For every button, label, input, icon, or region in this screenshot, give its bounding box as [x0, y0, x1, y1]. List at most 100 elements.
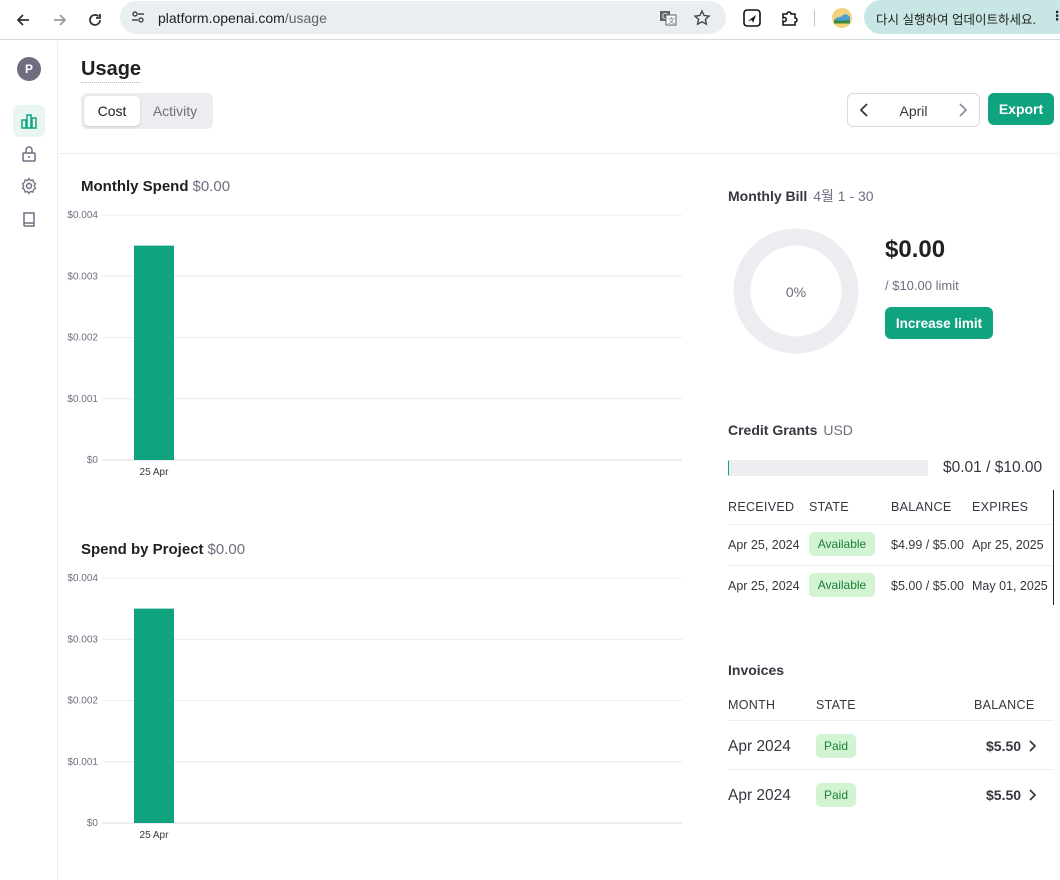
tab-cost[interactable]: Cost [84, 96, 140, 126]
page-title: Usage [81, 58, 142, 83]
credit-grants-title: Credit Grants USD [728, 422, 853, 438]
credit-col-state: STATE [809, 500, 849, 514]
profile-avatar-icon[interactable] [831, 7, 853, 29]
bookmark-star-icon[interactable] [692, 8, 712, 28]
y-tick-label: $0.003 [67, 634, 98, 645]
chevron-left-icon[interactable] [856, 102, 872, 118]
extension-send-icon[interactable] [741, 7, 763, 29]
credit-grants-label: Credit Grants [728, 422, 818, 438]
book-icon [23, 212, 35, 227]
invoices-title: Invoices [728, 662, 785, 678]
lock-icon [22, 146, 36, 162]
credit-row-2-expires: May 01, 2025 [972, 579, 1048, 593]
api-keys-nav-item[interactable] [13, 138, 45, 170]
monthly-spend-label: Monthly Spend [81, 178, 189, 195]
x-tick-label: 25 Apr [140, 830, 170, 841]
y-tick-label: $0 [87, 818, 99, 829]
chart-bar [134, 245, 174, 460]
avatar[interactable]: P [17, 57, 41, 81]
y-tick-label: $0.004 [67, 573, 98, 584]
credit-grants-unit: USD [823, 422, 853, 438]
view-toggle: Cost Activity [81, 93, 213, 129]
credit-row-1-balance: $4.99 / $5.00 [891, 538, 964, 552]
status-badge: Paid [816, 783, 856, 807]
month-label: April [899, 103, 928, 119]
usage-nav-item[interactable] [13, 105, 45, 137]
bar-chart-icon [21, 114, 37, 129]
y-tick-label: $0 [87, 455, 99, 466]
back-arrow-icon[interactable] [11, 8, 35, 32]
update-notice-text: 다시 실행하여 업데이트하세요. [876, 13, 1036, 27]
monthly-bill-label: Monthly Bill [728, 188, 808, 204]
chart-bar [134, 608, 174, 823]
toolbar-separator [814, 10, 815, 26]
update-notice-button[interactable]: 다시 실행하여 업데이트하세요. ⋮ [864, 0, 1060, 34]
credit-col-received: RECEIVED [728, 500, 795, 514]
invoice-row-1-balance: $5.50 [986, 738, 1022, 754]
spend-by-project-title: Spend by Project $0.00 [81, 541, 245, 558]
row-divider [728, 769, 1054, 770]
credit-col-expires: EXPIRES [972, 500, 1029, 514]
svg-text:G: G [662, 12, 668, 21]
chevron-right-icon[interactable] [1026, 739, 1040, 753]
bill-limit: / $10.00 limit [885, 278, 959, 293]
credit-col-balance: BALANCE [891, 500, 952, 514]
site-settings-icon[interactable] [130, 9, 146, 30]
bill-amount: $0.00 [885, 236, 946, 263]
credit-usage-bar [728, 460, 928, 476]
y-tick-label: $0.002 [67, 696, 98, 707]
invoice-row-2-balance: $5.50 [986, 787, 1022, 803]
monthly-bill-range: 4월 1 - 30 [813, 188, 874, 204]
status-badge: Available [809, 573, 875, 597]
chevron-right-icon[interactable] [955, 102, 971, 118]
spend-by-project-amount: $0.00 [207, 541, 246, 558]
more-menu-icon[interactable]: ⋮ [1051, 9, 1060, 23]
invoice-col-month: MONTH [728, 698, 776, 712]
chevron-right-icon[interactable] [1026, 788, 1040, 802]
forward-arrow-icon[interactable] [48, 8, 72, 32]
tab-activity[interactable]: Activity [152, 103, 198, 119]
left-nav-rail: P [0, 41, 58, 880]
x-tick-label: 25 Apr [140, 467, 170, 478]
row-divider [728, 565, 1053, 566]
invoice-col-balance: BALANCE [974, 698, 1035, 712]
monthly-bill-title: Monthly Bill 4월 1 - 30 [728, 186, 874, 206]
donut-percent-label: 0% [785, 284, 807, 300]
credit-row-2-received: Apr 25, 2024 [728, 579, 800, 593]
invoice-row-2-month: Apr 2024 [728, 787, 791, 804]
svg-text:文: 文 [668, 16, 675, 25]
export-button[interactable]: Export [988, 93, 1054, 125]
docs-nav-item[interactable] [13, 204, 45, 236]
monthly-spend-title: Monthly Spend $0.00 [81, 178, 230, 195]
status-badge: Available [809, 532, 875, 556]
spend-by-project-label: Spend by Project [81, 541, 204, 558]
gear-icon [21, 177, 37, 195]
y-tick-label: $0.001 [67, 394, 98, 405]
month-picker: April [847, 93, 980, 127]
spend-by-project-chart: $0 $0.001 $0.002 $0.003 $0.004 25 Apr [67, 573, 682, 841]
monthly-spend-chart: $0 $0.001 $0.002 $0.003 $0.004 25 Apr [67, 210, 682, 478]
url-text: platform.openai.com/usage [158, 10, 327, 26]
y-tick-label: $0.001 [67, 757, 98, 768]
header-divider [59, 153, 1060, 154]
invoice-col-state: STATE [816, 698, 856, 712]
y-tick-label: $0.003 [67, 271, 98, 282]
extensions-puzzle-icon[interactable] [778, 7, 800, 29]
y-tick-label: $0.004 [67, 210, 98, 221]
table-scroll-edge [1053, 490, 1054, 605]
increase-limit-button[interactable]: Increase limit [885, 307, 993, 339]
settings-nav-item[interactable] [13, 170, 45, 202]
credit-row-2-balance: $5.00 / $5.00 [891, 579, 964, 593]
reload-icon[interactable] [83, 8, 107, 32]
credit-row-1-received: Apr 25, 2024 [728, 538, 800, 552]
credit-summary: $0.01 / $10.00 [943, 459, 1043, 476]
monthly-spend-amount: $0.00 [192, 178, 231, 195]
invoice-row-1-month: Apr 2024 [728, 738, 791, 755]
y-tick-label: $0.002 [67, 333, 98, 344]
row-divider [728, 524, 1053, 525]
status-badge: Paid [816, 734, 856, 758]
row-divider [728, 720, 1054, 721]
